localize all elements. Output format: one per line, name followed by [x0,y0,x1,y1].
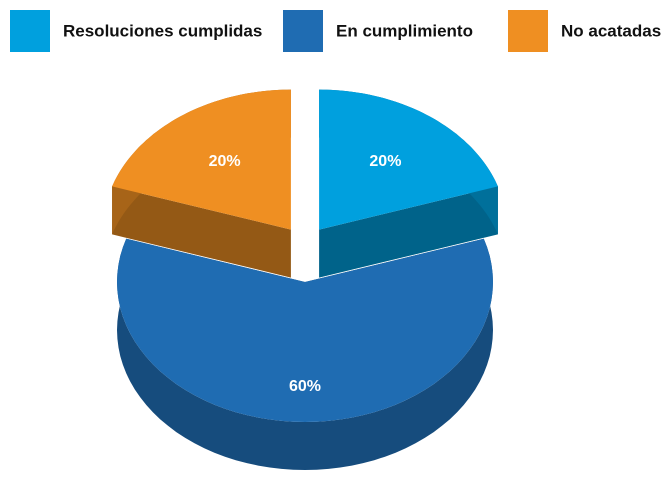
slice [319,89,498,230]
legend-label: Resoluciones cumplidas [63,21,262,40]
slice [117,238,493,422]
legend-label: No acatadas [561,21,661,40]
slice-side [112,186,291,278]
legend-swatch [508,10,548,52]
data-label: 60% [289,378,321,395]
legend-swatch [283,10,323,52]
slice-side [319,186,498,278]
slice-wall [117,238,493,470]
legend-label: En cumplimiento [336,21,473,40]
legend-swatch [10,10,50,52]
data-label: 20% [369,153,401,170]
slice [112,89,291,230]
data-label: 20% [209,153,241,170]
